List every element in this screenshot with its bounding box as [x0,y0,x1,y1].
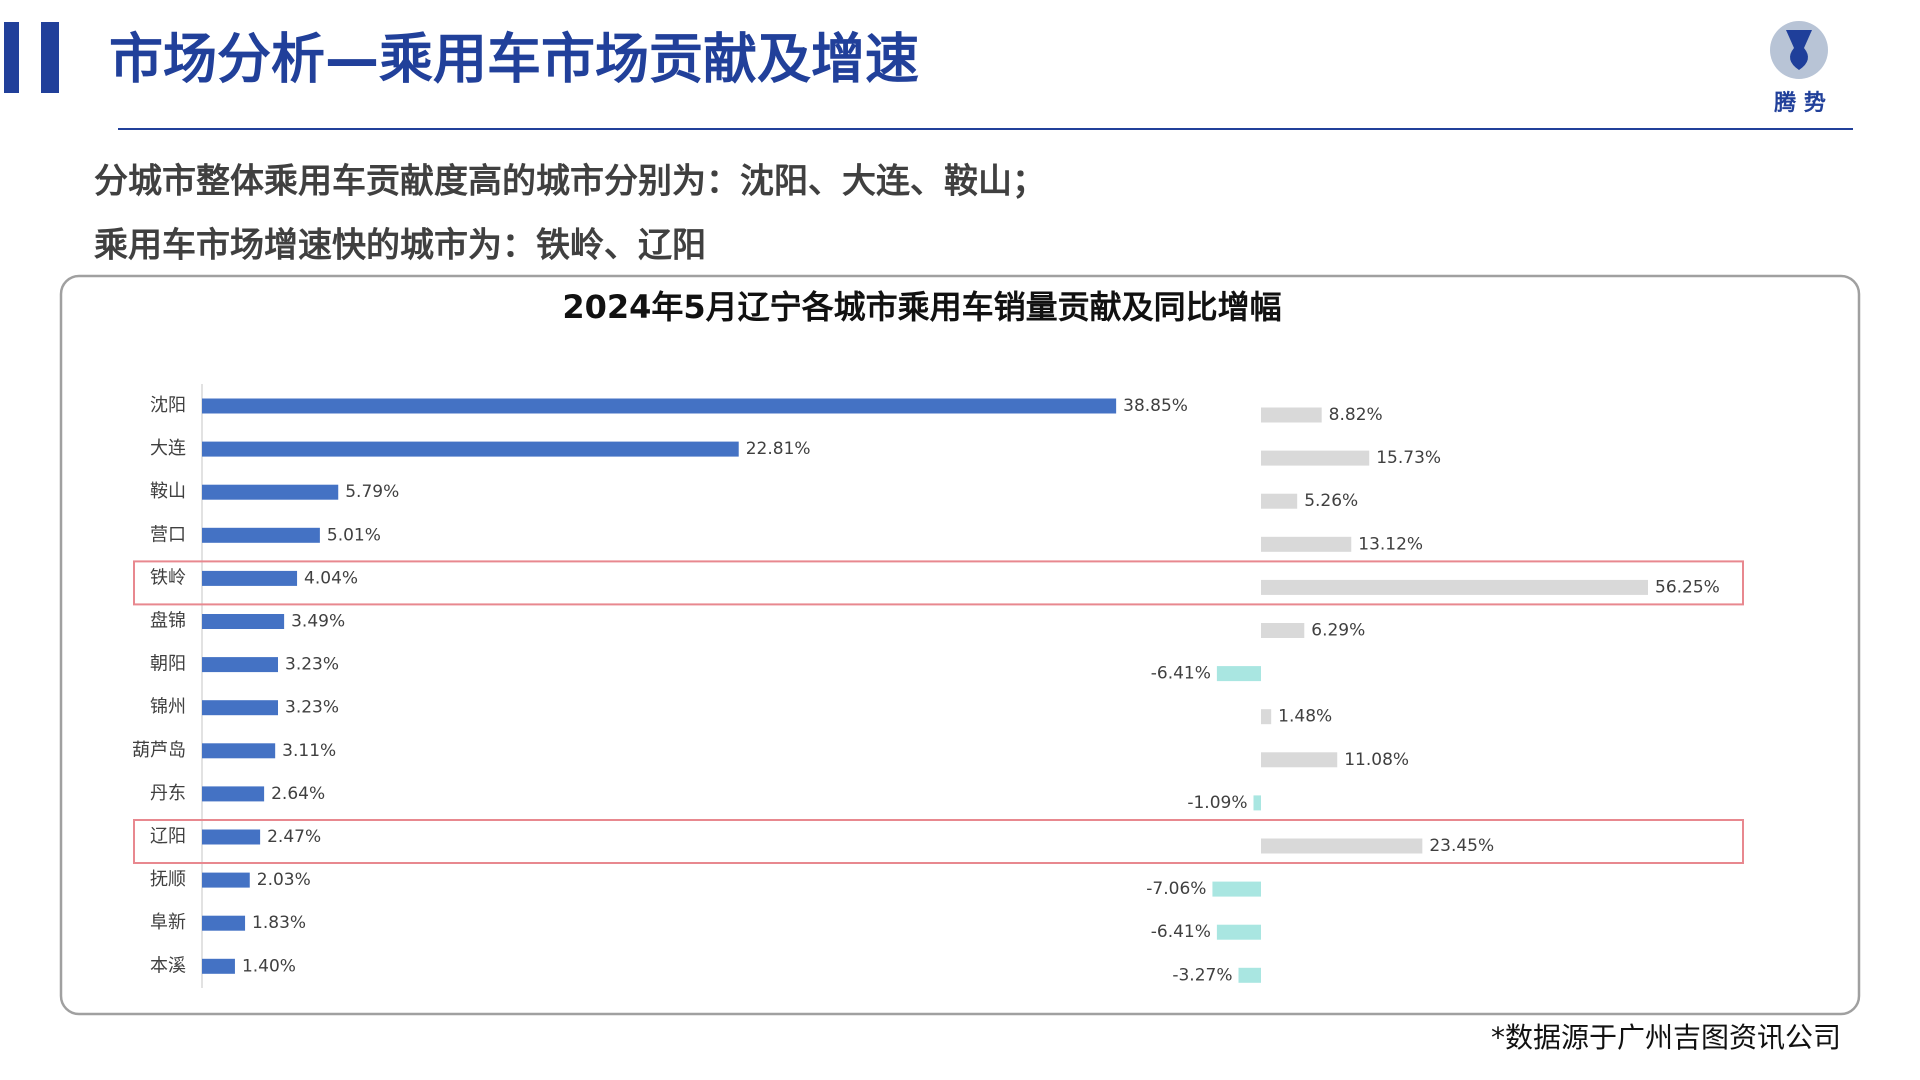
contribution-bar [202,743,276,759]
category-label: 朝阳 [150,654,186,675]
growth-bar [1261,407,1322,423]
value-label: 5.79% [345,482,399,502]
logo-drop [1786,30,1812,70]
category-label: 辽阳 [150,826,186,847]
growth-bar [1261,450,1370,466]
value-label: 3.23% [285,698,339,718]
value-label: 5.26% [1304,491,1358,511]
contribution-bar [202,441,739,457]
contribution-bar [202,398,1117,414]
chart-title: 2024年5月辽宁各城市乘用车销量贡献及同比增幅 [562,288,1281,326]
contribution-bar [202,700,279,716]
highlight-box [133,819,1744,864]
value-label: -7.06% [1146,879,1206,899]
contribution-bar [202,570,298,586]
value-label: 8.82% [1329,405,1383,425]
value-label: -6.41% [1151,922,1211,942]
growth-bar [1261,709,1272,725]
category-label: 锦州 [150,697,186,718]
growth-bar [1261,536,1352,552]
growth-bar [1261,493,1298,509]
contribution-bar [202,958,235,974]
logo-text: 腾 势 [1774,90,1826,116]
contribution-bar [202,484,339,500]
value-label: 3.23% [285,655,339,675]
value-label: 22.81% [746,439,811,459]
growth-bar [1212,881,1261,897]
highlight-box [133,560,1744,606]
value-label: 38.85% [1123,396,1188,416]
value-label: 6.29% [1311,621,1365,641]
growth-bar [1261,623,1305,638]
growth-bar [1261,752,1338,768]
chart-frame [59,274,1861,1016]
value-label: 1.48% [1278,707,1332,727]
value-label: 5.01% [327,525,381,545]
bullet: 乘用车市场增速快的城市为：铁岭、辽阳 [94,226,706,266]
bullet: 分城市整体乘用车贡献度高的城市分别为：沈阳、大连、鞍山； [94,162,1046,202]
logo: 腾 势 [1770,21,1828,116]
value-label: -3.27% [1172,965,1232,985]
category-label: 营口 [150,524,186,545]
growth-bar [1238,967,1261,983]
value-label: 56.25% [1655,577,1720,597]
value-label: 3.49% [291,612,345,632]
category-label: 大连 [150,438,186,459]
title-bar-mark [4,22,19,93]
contribution-bar [202,829,261,845]
contribution-bar [202,915,246,931]
value-label: 1.40% [242,956,296,976]
contribution-bar [202,527,320,543]
value-label: 23.45% [1429,836,1494,856]
growth-bar [1261,579,1648,595]
value-label: 2.64% [271,784,325,804]
source-note: *数据源于广州吉图资讯公司 [1491,1021,1841,1054]
growth-bar [1216,924,1261,940]
contribution-bar [202,872,250,888]
growth-bar [1261,838,1423,854]
page-title: 市场分析—乘用车市场贡献及增速 [109,28,919,91]
value-label: -1.09% [1187,793,1247,813]
category-label: 本溪 [150,955,186,976]
category-label: 铁岭 [150,567,186,588]
value-label: -6.41% [1151,664,1211,684]
category-label: 阜新 [150,912,186,933]
category-label: 葫芦岛 [132,740,186,761]
value-label: 3.11% [282,741,336,761]
contribution-bar [202,657,279,673]
value-label: 2.03% [257,870,311,890]
growth-bar [1216,666,1261,682]
category-label: 盘锦 [150,611,186,632]
value-label: 1.83% [252,913,306,933]
category-label: 鞍山 [150,481,186,502]
category-label: 抚顺 [150,869,186,890]
value-label: 2.47% [267,827,321,847]
category-label: 丹东 [150,783,186,804]
value-label: 4.04% [304,568,358,588]
value-label: 11.08% [1344,750,1409,770]
contribution-bar [202,786,265,802]
category-label: 沈阳 [150,395,186,416]
contribution-bar [202,614,285,629]
value-label: 15.73% [1376,448,1441,468]
growth-bar [1253,795,1261,811]
value-label: 13.12% [1358,534,1423,554]
title-bar-mark [41,22,59,93]
